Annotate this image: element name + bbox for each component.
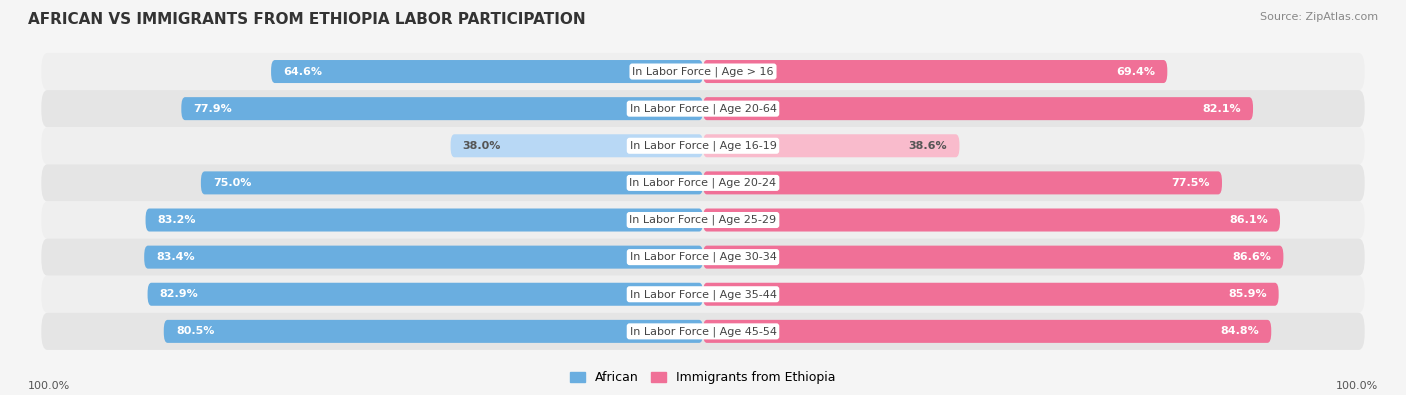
Text: In Labor Force | Age 25-29: In Labor Force | Age 25-29 — [630, 215, 776, 225]
Text: 77.5%: 77.5% — [1171, 178, 1209, 188]
Text: In Labor Force | Age 20-24: In Labor Force | Age 20-24 — [630, 178, 776, 188]
FancyBboxPatch shape — [703, 246, 1284, 269]
Text: 83.4%: 83.4% — [156, 252, 195, 262]
FancyBboxPatch shape — [41, 164, 1365, 201]
Text: In Labor Force | Age 45-54: In Labor Force | Age 45-54 — [630, 326, 776, 337]
Text: 77.9%: 77.9% — [194, 103, 232, 114]
FancyBboxPatch shape — [450, 134, 703, 157]
FancyBboxPatch shape — [41, 276, 1365, 313]
FancyBboxPatch shape — [41, 53, 1365, 90]
FancyBboxPatch shape — [703, 60, 1167, 83]
FancyBboxPatch shape — [703, 171, 1222, 194]
FancyBboxPatch shape — [148, 283, 703, 306]
Legend: African, Immigrants from Ethiopia: African, Immigrants from Ethiopia — [565, 366, 841, 389]
Text: 84.8%: 84.8% — [1220, 326, 1260, 337]
FancyBboxPatch shape — [181, 97, 703, 120]
Text: 83.2%: 83.2% — [157, 215, 197, 225]
Text: 64.6%: 64.6% — [283, 66, 322, 77]
Text: 69.4%: 69.4% — [1116, 66, 1156, 77]
Text: 100.0%: 100.0% — [1336, 381, 1378, 391]
Text: In Labor Force | Age > 16: In Labor Force | Age > 16 — [633, 66, 773, 77]
Text: 80.5%: 80.5% — [176, 326, 214, 337]
Text: In Labor Force | Age 16-19: In Labor Force | Age 16-19 — [630, 141, 776, 151]
Text: 38.0%: 38.0% — [463, 141, 501, 151]
Text: In Labor Force | Age 35-44: In Labor Force | Age 35-44 — [630, 289, 776, 299]
FancyBboxPatch shape — [146, 209, 703, 231]
Text: Source: ZipAtlas.com: Source: ZipAtlas.com — [1260, 12, 1378, 22]
FancyBboxPatch shape — [703, 283, 1278, 306]
FancyBboxPatch shape — [703, 97, 1253, 120]
Text: 85.9%: 85.9% — [1227, 289, 1267, 299]
Text: 100.0%: 100.0% — [28, 381, 70, 391]
Text: 86.6%: 86.6% — [1233, 252, 1271, 262]
Text: AFRICAN VS IMMIGRANTS FROM ETHIOPIA LABOR PARTICIPATION: AFRICAN VS IMMIGRANTS FROM ETHIOPIA LABO… — [28, 12, 586, 27]
Text: 86.1%: 86.1% — [1229, 215, 1268, 225]
FancyBboxPatch shape — [41, 127, 1365, 164]
Text: 38.6%: 38.6% — [908, 141, 948, 151]
FancyBboxPatch shape — [145, 246, 703, 269]
FancyBboxPatch shape — [41, 90, 1365, 127]
FancyBboxPatch shape — [41, 313, 1365, 350]
FancyBboxPatch shape — [271, 60, 703, 83]
FancyBboxPatch shape — [41, 201, 1365, 239]
FancyBboxPatch shape — [201, 171, 703, 194]
FancyBboxPatch shape — [703, 134, 959, 157]
FancyBboxPatch shape — [41, 239, 1365, 276]
Text: In Labor Force | Age 30-34: In Labor Force | Age 30-34 — [630, 252, 776, 262]
Text: In Labor Force | Age 20-64: In Labor Force | Age 20-64 — [630, 103, 776, 114]
FancyBboxPatch shape — [703, 320, 1271, 343]
FancyBboxPatch shape — [703, 209, 1279, 231]
Text: 75.0%: 75.0% — [214, 178, 252, 188]
Text: 82.9%: 82.9% — [160, 289, 198, 299]
Text: 82.1%: 82.1% — [1202, 103, 1241, 114]
FancyBboxPatch shape — [163, 320, 703, 343]
